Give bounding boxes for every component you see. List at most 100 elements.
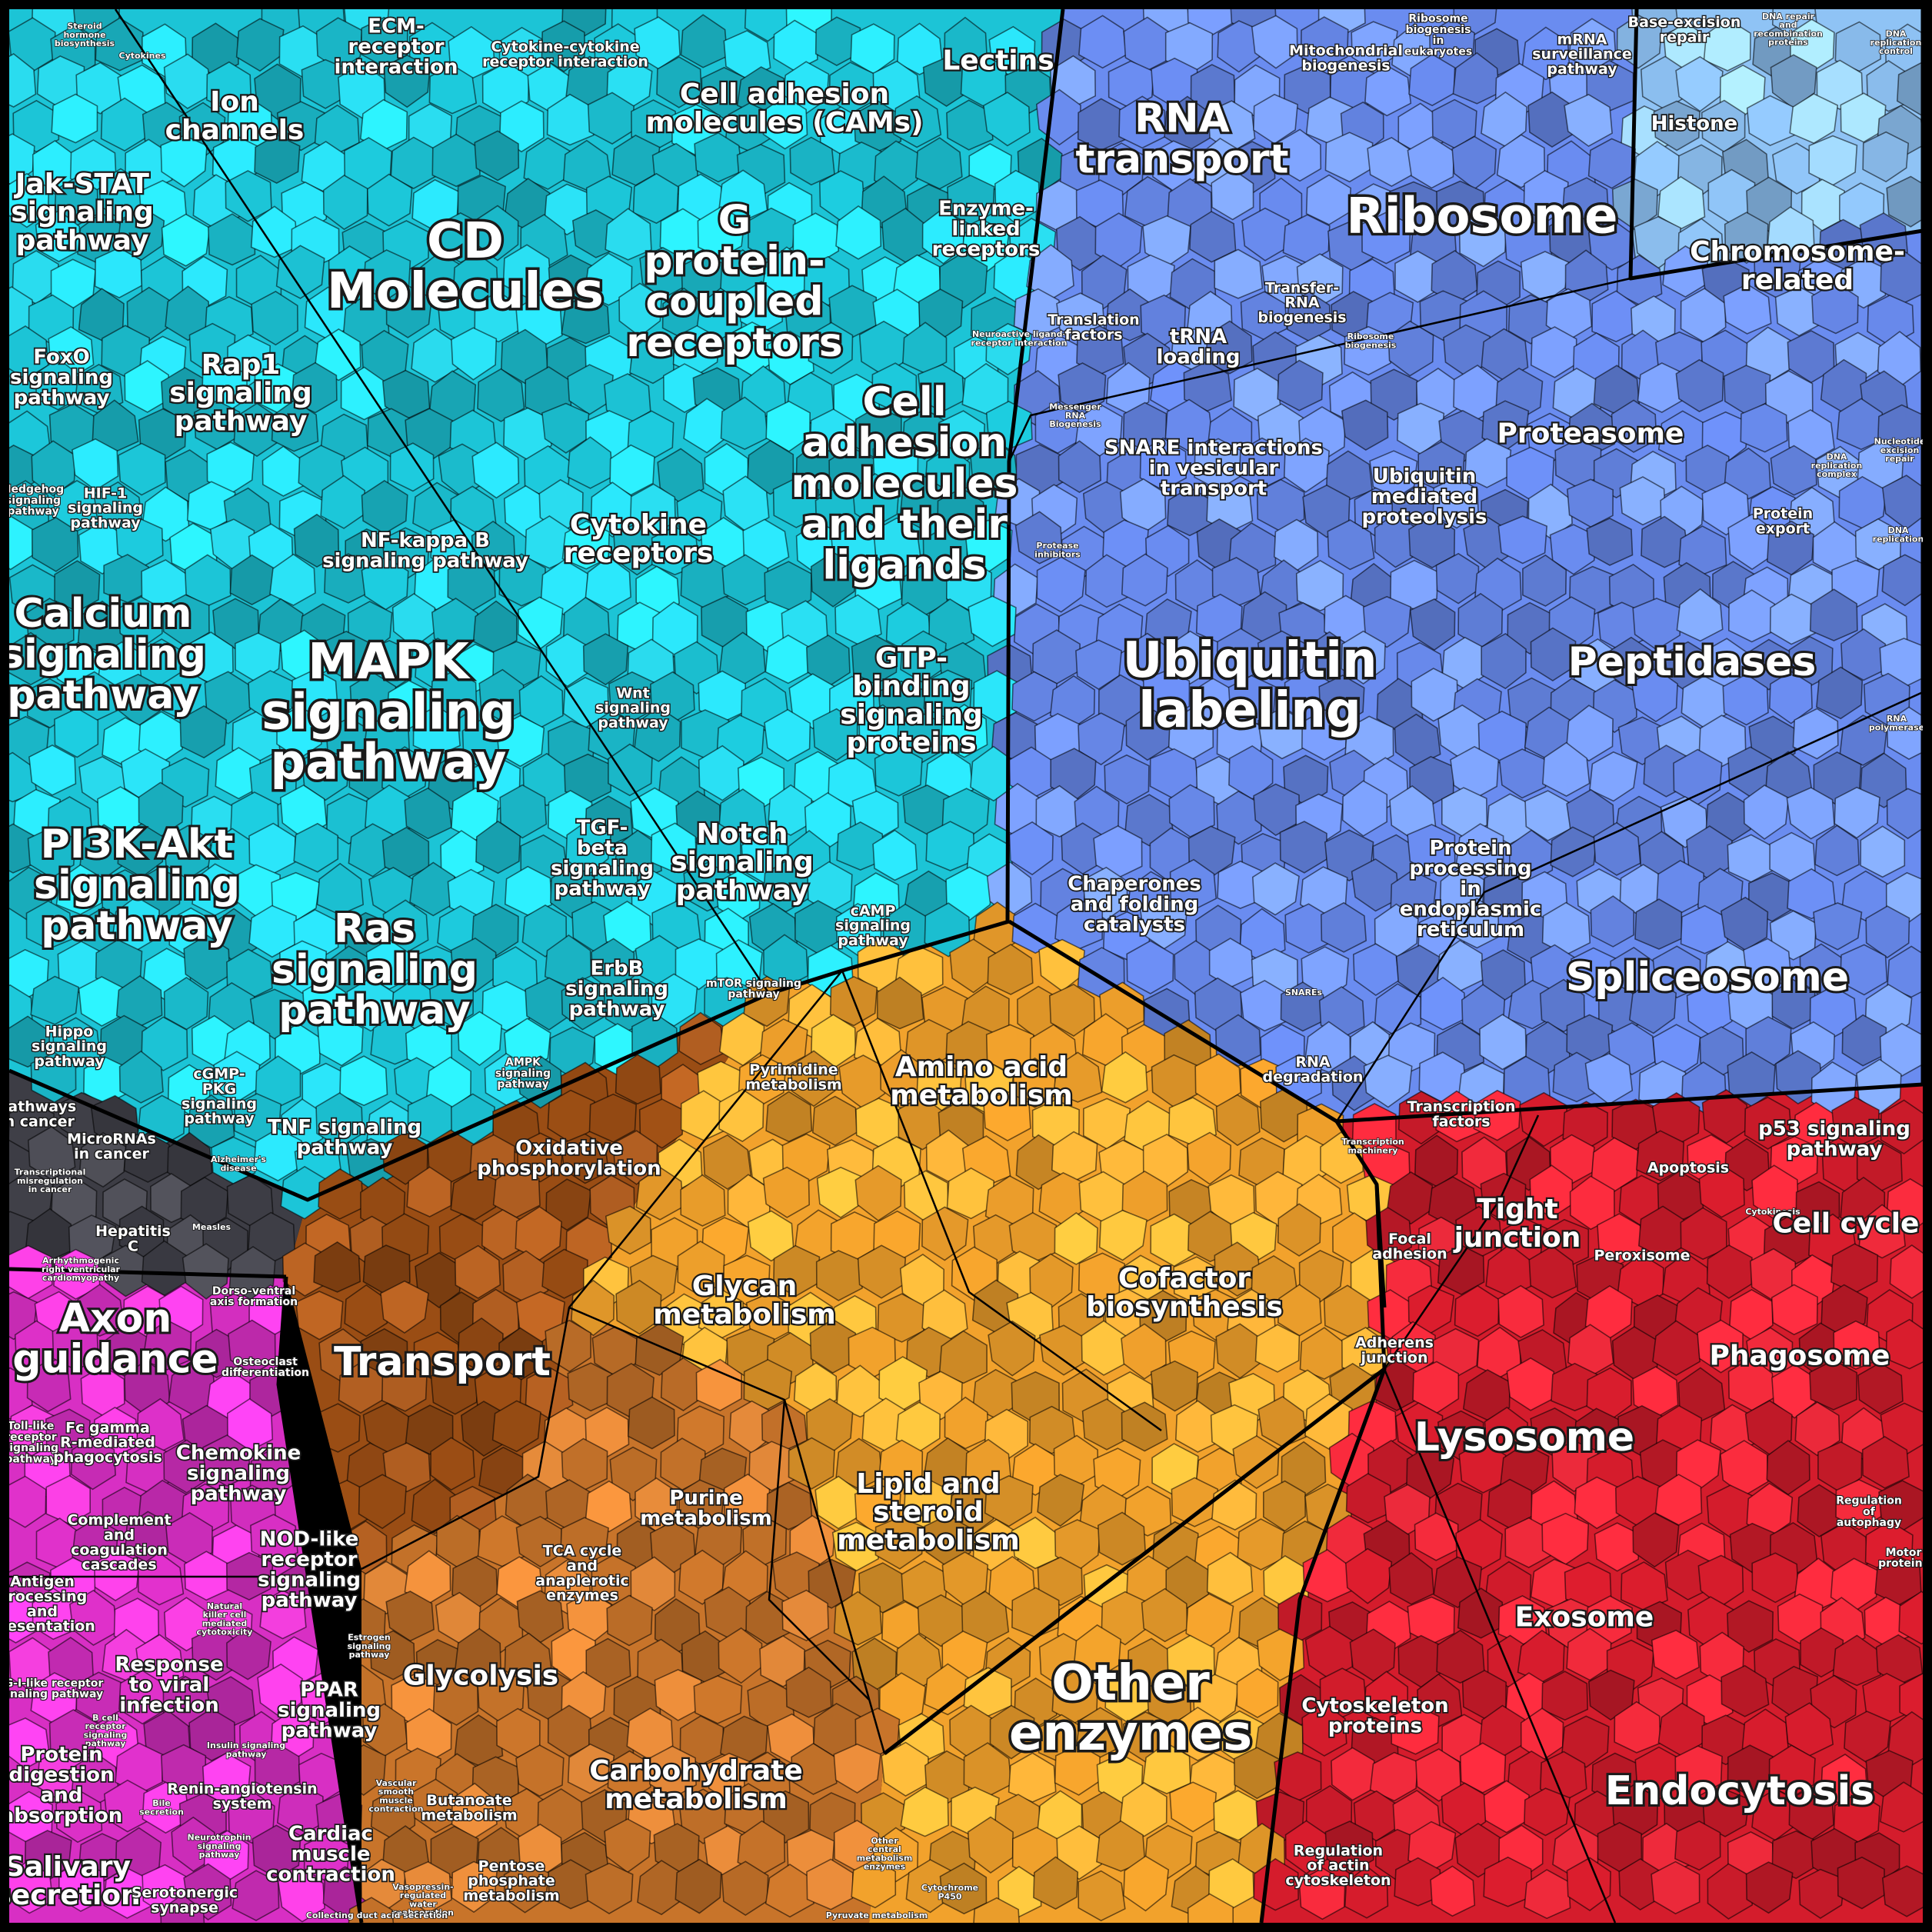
protein-cell: [9, 1859, 54, 1914]
label-messenger-rna: Messenger RNA Biogenesis: [1049, 402, 1101, 429]
protein-cell: [1530, 326, 1577, 378]
protein-cell: [759, 1635, 806, 1687]
protein-cell: [1341, 780, 1388, 837]
label-ion-channels: Ion channels: [165, 86, 305, 146]
protein-cell: [380, 1280, 429, 1334]
protein-cell: [1794, 1401, 1840, 1457]
protein-cell: [317, 1015, 364, 1067]
protein-cell: [1187, 1893, 1234, 1923]
protein-cell: [660, 1437, 707, 1491]
protein-cell: [1275, 128, 1322, 182]
label-fc-gamma: Fc gamma R-mediated phagocytosis: [53, 1419, 162, 1466]
label-serotonergic: Serotonergic synapse: [132, 1884, 238, 1916]
protein-cell: [939, 1862, 988, 1915]
protein-cell: [1280, 981, 1327, 1032]
protein-cell: [212, 1051, 261, 1104]
protein-cell: [773, 1244, 821, 1297]
protein-cell: [1237, 1518, 1285, 1571]
label-foxo: FoxO signaling pathway: [10, 346, 113, 410]
protein-cell: [1720, 1664, 1770, 1717]
protein-cell: [1283, 437, 1330, 493]
protein-cell: [1473, 1089, 1521, 1141]
protein-cell: [1263, 1480, 1307, 1532]
label-gtp: GTP-binding signaling proteins: [840, 643, 983, 759]
protein-cell: [585, 1862, 634, 1915]
protein-cell: [1480, 1172, 1527, 1222]
protein-cell: [1174, 1706, 1223, 1762]
label-cd-molecules: CD Molecules: [327, 213, 604, 320]
protein-cell: [648, 1745, 697, 1799]
protein-cell: [254, 134, 301, 185]
label-viral: Response to viral infection: [115, 1654, 223, 1717]
protein-cell: [833, 1591, 883, 1646]
protein-cell: [1251, 862, 1300, 916]
label-rap1: Rap1 signaling pathway: [169, 349, 312, 437]
protein-cell: [54, 560, 101, 613]
protein-cell: [1327, 519, 1375, 571]
protein-cell: [764, 708, 811, 762]
protein-cell: [1831, 1096, 1880, 1148]
protein-cell: [679, 1715, 725, 1766]
protein-cell: [1676, 588, 1724, 642]
protein-cell: [1674, 1820, 1721, 1871]
label-natural-killer: Natural killer cell mediated cytotoxicity: [197, 1601, 253, 1637]
protein-cell: [947, 175, 995, 225]
label-ampk: AMPK signaling pathway: [495, 1057, 551, 1091]
protein-cell: [1121, 553, 1168, 607]
protein-cell: [1861, 1435, 1910, 1489]
protein-cell: [1800, 1627, 1844, 1678]
protein-cell: [1238, 437, 1287, 489]
protein-cell: [1142, 669, 1191, 718]
label-adherens: Adherens junction: [1355, 1334, 1434, 1366]
protein-cell: [656, 56, 702, 108]
protein-cell: [369, 1630, 415, 1681]
label-protease-inhibitors: Protease inhibitors: [1034, 541, 1081, 559]
protein-cell: [1697, 1319, 1744, 1374]
protein-cell: [495, 715, 545, 768]
protein-cell: [1481, 632, 1527, 690]
label-steroid-hormone: Steroid hormone biosynthesis: [55, 22, 115, 48]
protein-cell: [582, 633, 629, 686]
protein-cell: [163, 53, 212, 109]
protein-cell: [477, 368, 525, 422]
label-osteoclast: Osteoclast differentiation: [222, 1356, 309, 1379]
protein-cell: [249, 988, 299, 1040]
protein-cell: [967, 1816, 1014, 1874]
label-transfer-rna: Transfer-RNA biogenesis: [1257, 279, 1346, 326]
protein-cell: [874, 1516, 925, 1570]
label-tight: Tight junction: [1453, 1194, 1581, 1254]
protein-cell: [1253, 93, 1298, 145]
protein-cell: [1302, 484, 1351, 538]
label-transport: Transport: [334, 1339, 551, 1385]
protein-cell: [1751, 1552, 1800, 1604]
protein-cell: [1075, 639, 1122, 690]
protein-cell: [1414, 1512, 1459, 1561]
protein-cell: [404, 787, 452, 840]
protein-cell: [1033, 1856, 1079, 1910]
protein-cell: [680, 14, 728, 68]
protein-cell: [1770, 445, 1817, 496]
protein-cell: [1771, 978, 1816, 1030]
protein-cell: [385, 285, 433, 338]
protein-cell: [1166, 630, 1214, 685]
label-hippo: Hippo signaling pathway: [32, 1023, 107, 1070]
label-other-central: Other central metabolism enzymes: [857, 1836, 913, 1872]
protein-cell: [1411, 668, 1459, 722]
protein-cell: [248, 904, 298, 958]
protein-cell: [1324, 132, 1374, 183]
protein-cell: [1301, 708, 1347, 761]
protein-cell: [585, 1637, 631, 1688]
protein-cell: [124, 360, 170, 413]
protein-cell: [1651, 1860, 1700, 1915]
protein-cell: [188, 1707, 236, 1762]
protein-cell: [491, 1400, 541, 1453]
label-cytokine-receptors: Cytokine receptors: [564, 509, 714, 569]
protein-cell: [808, 321, 854, 375]
protein-cell: [412, 705, 461, 758]
protein-cell: [761, 246, 810, 300]
label-toll-like: Toll-like receptor signaling pathway: [3, 1420, 58, 1465]
protein-cell: [1483, 1780, 1530, 1834]
label-rig-i: RIG-I-like receptor signaling pathway: [0, 1677, 103, 1700]
protein-cell: [1344, 1547, 1393, 1604]
label-hedgehog: Hedgehog signaling pathway: [2, 484, 64, 518]
